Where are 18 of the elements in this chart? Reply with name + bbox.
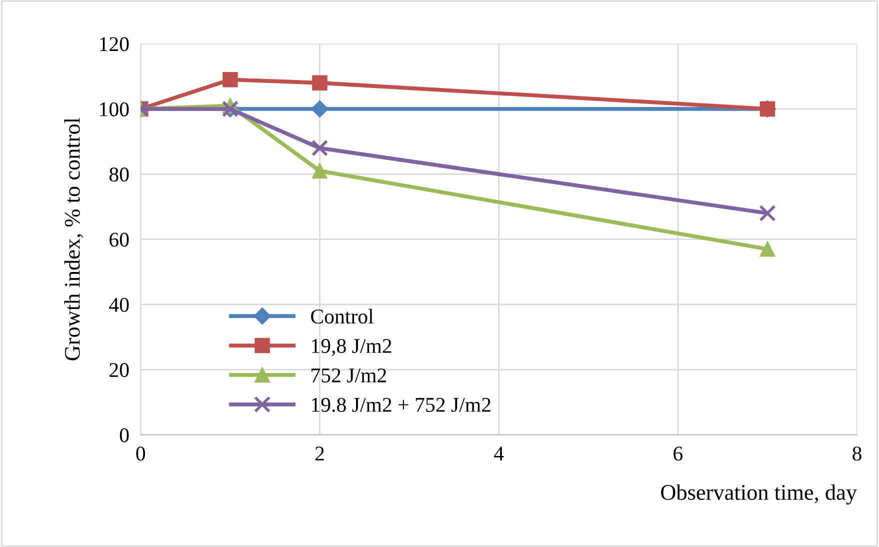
- y-tick-label: 80: [109, 168, 129, 182]
- legend-label: 19.8 J/m2 + 752 J/m2: [312, 398, 490, 412]
- x-tick-label: 6: [674, 446, 683, 461]
- x-tick-label: 2: [315, 446, 324, 460]
- legend-label: 752 J/m2: [312, 368, 386, 382]
- y-tick-label: 0: [120, 428, 129, 442]
- y-tick-label: 20: [110, 363, 129, 378]
- y-tick-label: 100: [100, 102, 129, 116]
- y-tick-label: 60: [110, 232, 129, 247]
- x-tick-label: 0: [136, 446, 146, 461]
- y-tick-label: 120: [100, 37, 129, 52]
- y-axis-title: Growth index, % to control: [64, 118, 84, 360]
- x-tick-label: 4: [494, 446, 504, 460]
- legend-label: 19,8 J/m2: [312, 338, 392, 356]
- x-axis-title: Observation time, day: [661, 484, 857, 505]
- x-tick-label: 8: [852, 446, 862, 461]
- y-tick-label: 40: [109, 298, 129, 312]
- legend-label: Control: [311, 308, 374, 324]
